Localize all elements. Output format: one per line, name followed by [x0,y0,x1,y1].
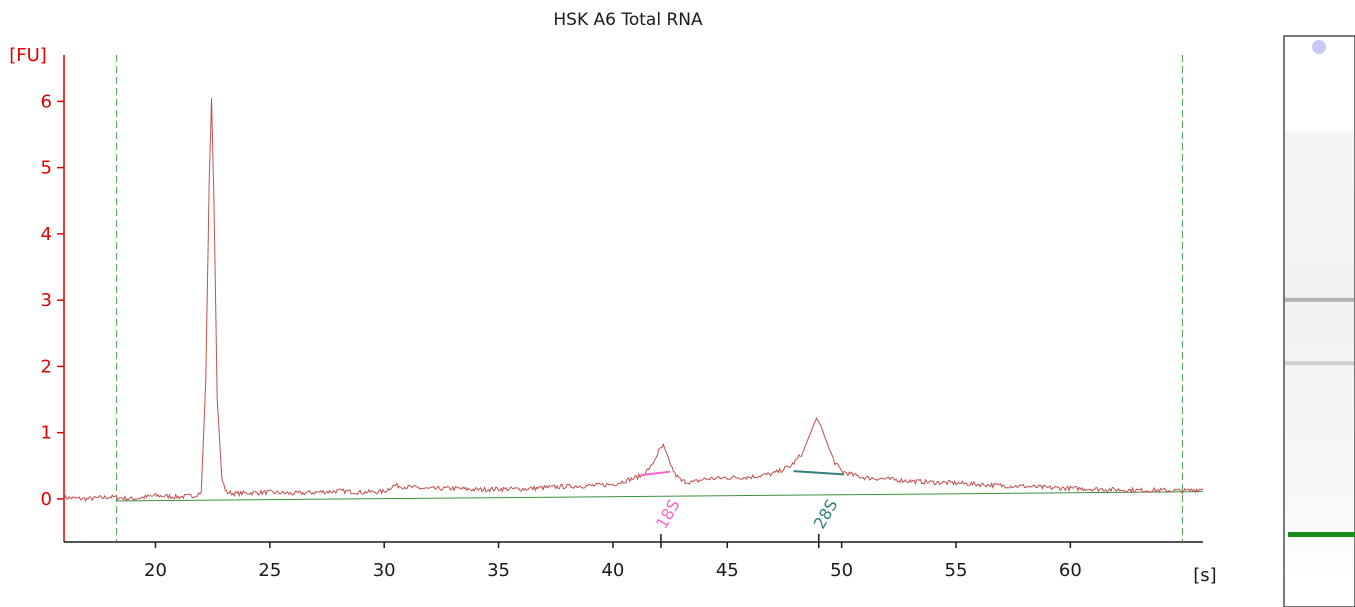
peak-area-line [640,470,671,477]
gel-band [1285,361,1354,366]
x-tick-label: 50 [830,560,853,581]
gel-band [1285,297,1354,302]
x-tick-label: 25 [258,560,281,581]
y-tick-label: 0 [41,489,52,510]
peak-label: 18S [652,496,684,532]
baseline-line [116,491,1204,502]
peak-label: 28S [810,496,842,532]
y-tick-label: 1 [41,423,52,444]
x-axis-unit: [s] [1193,565,1216,586]
gel-lane [1283,35,1355,607]
x-tick-label: 45 [716,560,739,581]
y-tick-label: 6 [41,91,52,112]
x-tick-label: 55 [945,560,968,581]
sample-well-icon [1312,40,1326,54]
x-tick-label: 35 [487,560,510,581]
x-tick-label: 40 [601,560,624,581]
peak-area-line [793,470,844,476]
x-tick-label: 20 [144,560,167,581]
y-tick-label: 3 [41,290,52,311]
chart-title: HSK A6 Total RNA [553,10,703,30]
x-tick-label: 60 [1059,560,1082,581]
gel-lane-background [1285,37,1354,606]
signal-trace [63,98,1204,503]
y-tick-label: 4 [41,224,52,245]
x-tick-label: 30 [373,560,396,581]
y-axis-unit: [FU] [9,45,47,66]
y-tick-label: 2 [41,356,52,377]
gel-marker-band [1288,531,1355,537]
y-tick-label: 5 [41,158,52,179]
